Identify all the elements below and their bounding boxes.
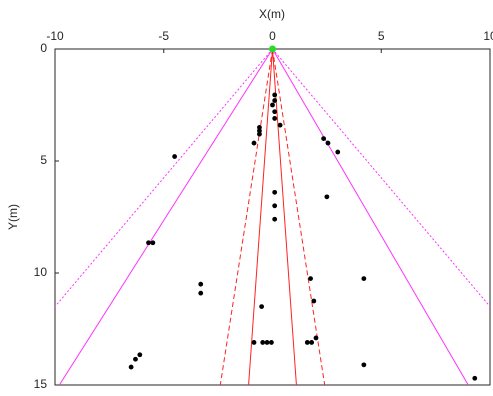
point xyxy=(257,125,262,130)
point xyxy=(257,128,262,134)
point xyxy=(335,149,341,155)
point xyxy=(308,276,313,281)
point xyxy=(472,375,478,381)
point xyxy=(198,290,204,296)
y-tick-label: 15 xyxy=(34,377,48,391)
point xyxy=(251,140,257,146)
origin-point xyxy=(269,45,276,53)
point xyxy=(270,102,275,108)
point xyxy=(128,364,134,370)
point xyxy=(133,356,138,362)
point xyxy=(137,352,143,358)
point xyxy=(269,340,274,345)
x-tick-label: -10 xyxy=(46,29,64,43)
point xyxy=(272,98,278,103)
x-tick-label: -5 xyxy=(158,29,169,43)
x-axis-label: X(m) xyxy=(259,7,285,21)
point xyxy=(150,240,156,246)
point xyxy=(257,131,262,137)
point xyxy=(260,340,266,345)
x-tick-label: 10 xyxy=(483,29,493,43)
y-axis-label: Y(m) xyxy=(6,204,20,230)
y-tick-label: 0 xyxy=(40,41,47,55)
fov-line xyxy=(272,49,469,385)
point xyxy=(272,116,278,121)
point xyxy=(311,298,317,304)
point xyxy=(277,122,283,128)
fov-line xyxy=(219,49,273,385)
point xyxy=(146,240,151,246)
point xyxy=(272,109,278,115)
point xyxy=(198,281,204,287)
point xyxy=(251,340,257,345)
point xyxy=(264,340,270,345)
point xyxy=(309,340,315,345)
point xyxy=(321,136,327,142)
point xyxy=(272,203,278,209)
point xyxy=(172,154,178,159)
point xyxy=(272,216,278,222)
plot-frame xyxy=(54,48,491,386)
point xyxy=(325,140,331,146)
fov-line xyxy=(272,49,490,307)
y-tick-label: 5 xyxy=(40,153,47,167)
point xyxy=(304,340,310,345)
point xyxy=(324,194,330,200)
plot-area xyxy=(55,49,490,385)
fov-line xyxy=(272,49,297,385)
point xyxy=(313,335,319,341)
x-tick-label: 0 xyxy=(269,29,276,43)
fov-line xyxy=(55,49,273,307)
fov-line xyxy=(248,49,273,385)
fov-line xyxy=(272,49,326,385)
point xyxy=(272,189,278,195)
point xyxy=(361,276,367,281)
y-tick-label: 10 xyxy=(34,265,48,279)
point xyxy=(259,304,265,309)
point xyxy=(272,92,278,98)
x-tick-label: 5 xyxy=(378,29,385,43)
fov-line xyxy=(58,49,273,385)
point xyxy=(361,362,367,368)
